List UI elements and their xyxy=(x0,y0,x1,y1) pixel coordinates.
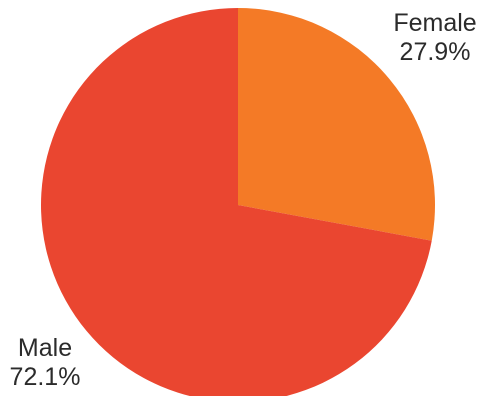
slice-label-male-value: 72.1% xyxy=(9,363,81,391)
slice-label-female-value: 27.9% xyxy=(399,38,471,66)
pie-slice-female xyxy=(238,8,436,241)
slice-label-male: Male 72.1% xyxy=(0,334,91,392)
slice-label-female-name: Female xyxy=(393,9,477,37)
slice-label-male-name: Male xyxy=(17,334,73,362)
slice-label-female: Female 27.9% xyxy=(388,9,481,67)
pie-slice-male xyxy=(41,8,432,401)
